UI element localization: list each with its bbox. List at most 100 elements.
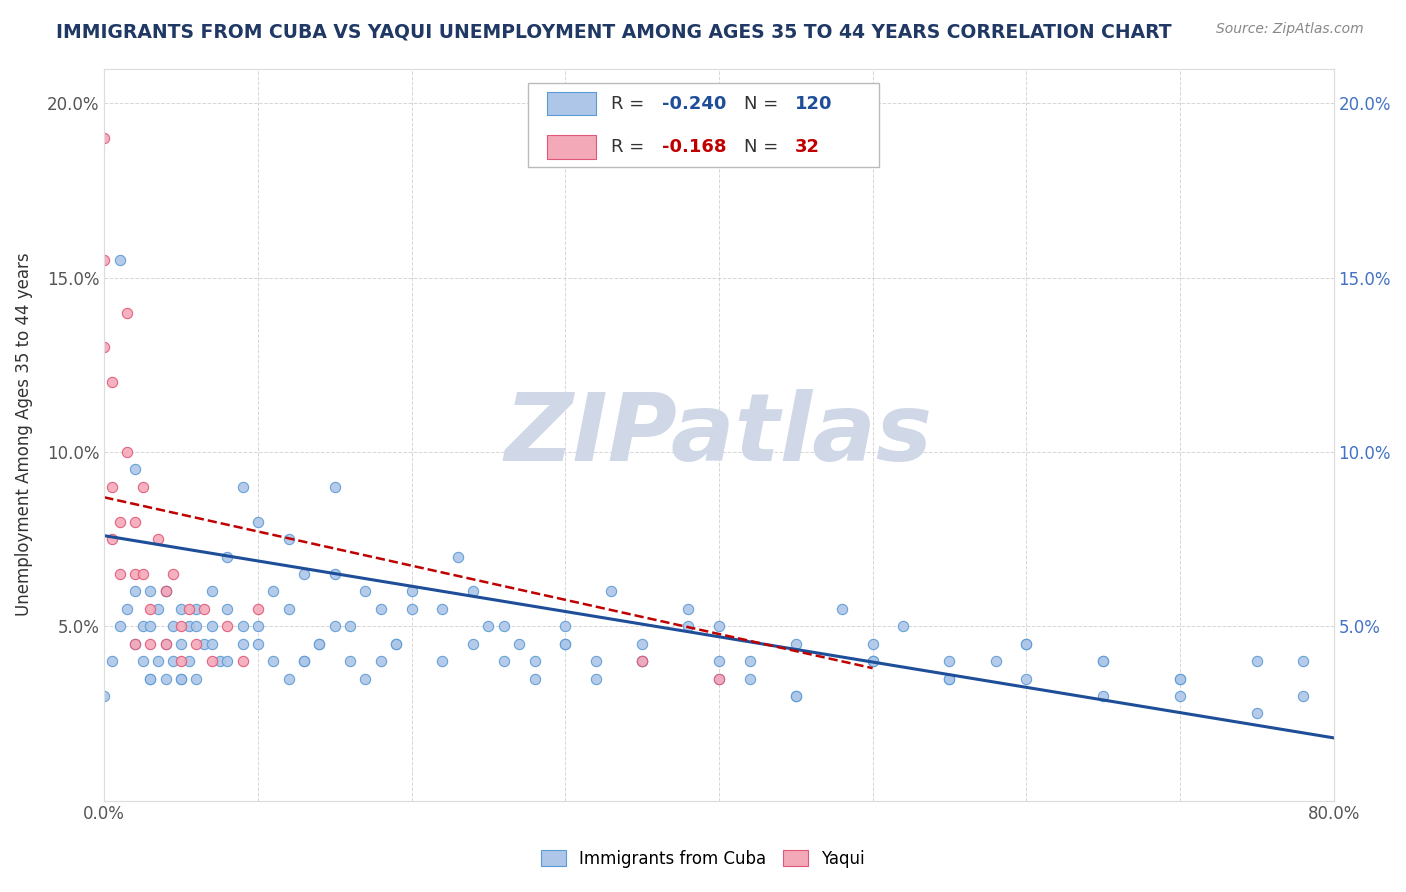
Point [738,672,761,686]
Point [631,654,654,668]
Point [707,672,730,686]
Point [124,462,146,476]
Point [139,619,162,633]
Point [155,637,177,651]
Point [139,672,162,686]
Point [124,637,146,651]
Point [131,654,153,668]
Point [131,567,153,582]
Point [1246,706,1268,721]
Point [676,602,699,616]
Point [523,672,546,686]
Point [117,602,139,616]
Point [139,637,162,651]
Text: IMMIGRANTS FROM CUBA VS YAQUI UNEMPLOYMENT AMONG AGES 35 TO 44 YEARS CORRELATION: IMMIGRANTS FROM CUBA VS YAQUI UNEMPLOYME… [56,22,1171,41]
Text: ZIPatlas: ZIPatlas [505,389,934,481]
Point [186,637,208,651]
Point [117,305,139,319]
Point [1168,672,1191,686]
Point [155,584,177,599]
Point [217,619,239,633]
Text: -0.240: -0.240 [662,95,727,112]
Point [124,637,146,651]
Point [707,619,730,633]
Text: N =: N = [744,138,783,156]
Point [170,637,193,651]
Point [201,584,224,599]
Point [177,619,200,633]
Point [323,619,346,633]
Point [339,619,361,633]
Point [193,602,215,616]
Point [232,654,254,668]
Point [170,619,193,633]
Point [139,602,162,616]
Point [308,637,330,651]
Point [1092,654,1115,668]
Point [508,637,530,651]
Text: 120: 120 [796,95,832,112]
Point [308,637,330,651]
FancyBboxPatch shape [547,136,596,159]
Text: N =: N = [744,95,783,112]
Point [139,672,162,686]
Point [93,131,115,145]
Point [208,654,231,668]
FancyBboxPatch shape [547,92,596,115]
Point [862,654,884,668]
Point [1246,654,1268,668]
Point [1168,689,1191,703]
Point [131,480,153,494]
Point [585,654,607,668]
Point [186,619,208,633]
Point [370,654,392,668]
Point [101,532,124,546]
Point [891,619,914,633]
Point [323,480,346,494]
Point [193,637,215,651]
Point [162,567,184,582]
Point [217,654,239,668]
Point [401,584,423,599]
Point [101,376,124,390]
Point [554,637,576,651]
Point [232,637,254,651]
Point [124,567,146,582]
Point [146,654,169,668]
Point [201,654,224,668]
Point [131,619,153,633]
Point [461,584,484,599]
Point [277,602,299,616]
Point [277,672,299,686]
Point [938,654,960,668]
Point [492,619,515,633]
Point [232,480,254,494]
Point [246,515,269,529]
Point [292,567,315,582]
Point [177,602,200,616]
Point [162,619,184,633]
Point [554,619,576,633]
Text: 32: 32 [796,138,820,156]
Point [93,689,115,703]
Point [146,602,169,616]
Point [155,672,177,686]
Point [831,602,853,616]
Point [246,602,269,616]
Point [707,672,730,686]
Point [631,654,654,668]
Point [217,549,239,564]
Point [108,515,131,529]
Point [323,567,346,582]
Point [938,672,960,686]
Point [1292,654,1315,668]
Point [738,654,761,668]
Point [707,654,730,668]
Point [217,602,239,616]
Point [523,654,546,668]
Point [785,689,807,703]
Point [862,637,884,651]
Point [477,619,499,633]
Text: -0.168: -0.168 [662,138,727,156]
Point [170,672,193,686]
